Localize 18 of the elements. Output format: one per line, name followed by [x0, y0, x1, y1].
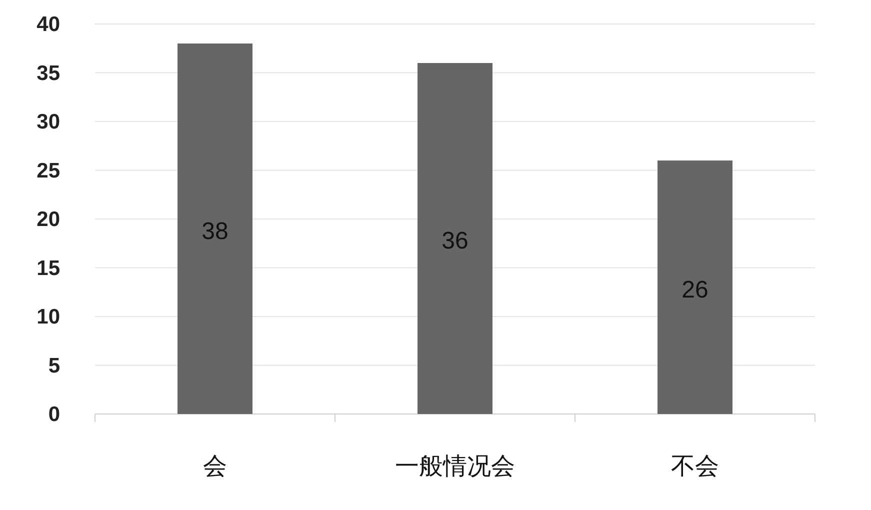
x-tick-label: 会	[203, 453, 227, 480]
y-tick-label: 5	[48, 354, 60, 378]
y-tick-label: 0	[48, 403, 60, 426]
data-label: 26	[682, 276, 708, 304]
y-tick-label: 20	[36, 208, 60, 231]
x-tick-label: 不会	[671, 453, 719, 480]
data-label: 38	[202, 218, 228, 245]
bar	[418, 63, 492, 414]
data-label: 36	[442, 228, 468, 254]
y-tick-label: 30	[36, 110, 60, 134]
bar	[178, 44, 252, 414]
y-tick-label: 40	[36, 13, 60, 36]
y-tick-label: 25	[36, 159, 60, 182]
bar	[658, 160, 732, 414]
y-tick-label: 10	[36, 306, 60, 328]
y-tick-label: 35	[36, 62, 60, 85]
y-tick-label: 15	[36, 256, 60, 280]
x-tick-label: 一般情况会	[395, 453, 515, 480]
